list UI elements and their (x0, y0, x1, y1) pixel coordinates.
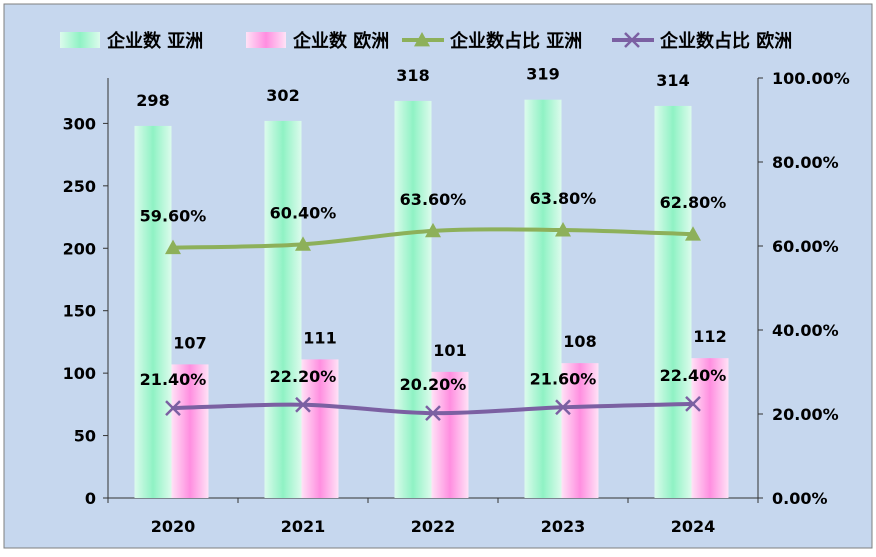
x-tick-label: 2024 (671, 517, 716, 536)
line-marker (685, 226, 701, 241)
bar-label: 101 (433, 341, 466, 360)
legend-swatch (60, 32, 100, 48)
bar-label: 314 (656, 71, 689, 90)
bar-label: 302 (266, 86, 299, 105)
bar (264, 120, 302, 499)
y-left-tick-label: 50 (74, 427, 96, 446)
x-tick-label: 2023 (541, 517, 586, 536)
line-marker (555, 222, 571, 237)
line-label: 20.20% (400, 375, 467, 394)
bar-label: 298 (136, 91, 169, 110)
bar (561, 363, 599, 498)
legend-label: 企业数占比 亚洲 (449, 30, 582, 52)
line-label: 22.20% (270, 367, 337, 386)
line-label: 22.40% (660, 366, 727, 385)
lines (165, 222, 701, 422)
y-right-tick-label: 0.00% (772, 489, 828, 508)
y-right-tick-label: 20.00% (772, 405, 839, 424)
line-marker (295, 236, 311, 251)
y-right-tick-label: 100.00% (772, 69, 850, 88)
line-label: 62.80% (660, 193, 727, 212)
y-right-tick-label: 60.00% (772, 237, 839, 256)
legend: 企业数 亚洲 企业数 欧洲 企业数占比 亚洲 企业数占比 欧洲 (60, 30, 792, 52)
bar-label: 318 (396, 66, 429, 85)
bar (524, 99, 562, 499)
line-label: 60.40% (270, 203, 337, 222)
data-labels: 298 302 318 319 314 107 111 101 108 112 59.60% 60.4… (136, 65, 726, 394)
line-label: 21.40% (140, 370, 207, 389)
legend-label: 企业数占比 欧洲 (659, 30, 792, 52)
x-tick-label: 2022 (411, 517, 456, 536)
x-tick-label: 2020 (151, 517, 196, 536)
line-label: 63.80% (530, 189, 597, 208)
line-label: 21.60% (530, 369, 597, 388)
line-marker (295, 396, 311, 413)
y-left-tick-label: 0 (85, 489, 96, 508)
bar (171, 364, 209, 498)
y-left-tick-label: 200 (63, 239, 96, 258)
line-label: 59.60% (140, 207, 207, 226)
bar (654, 105, 692, 499)
line-marker (425, 405, 441, 422)
y-left-tick-label: 150 (63, 302, 96, 321)
y-right-tick-label: 40.00% (772, 321, 839, 340)
y-left-tick-label: 300 (63, 114, 96, 133)
legend-label: 企业数 欧洲 (292, 30, 389, 52)
legend-marker (624, 32, 640, 48)
legend-label: 企业数 亚洲 (106, 30, 203, 52)
bar-label: 108 (563, 332, 596, 351)
bar (431, 371, 469, 498)
line-marker (165, 400, 181, 417)
legend-marker (414, 32, 430, 47)
x-tick-label: 2021 (281, 517, 326, 536)
line-marker (685, 396, 701, 412)
line-marker (555, 399, 571, 416)
legend-swatch (246, 32, 286, 48)
bar (301, 359, 339, 498)
line-marker (425, 222, 441, 238)
bar (394, 100, 432, 498)
bar-label: 107 (173, 333, 206, 352)
line-label: 63.60% (400, 190, 467, 209)
y-left-tick-label: 250 (63, 177, 96, 196)
bar-label: 111 (303, 328, 336, 347)
line-marker (165, 239, 181, 255)
bars (134, 99, 729, 499)
y-left-tick-label: 100 (63, 364, 96, 383)
bar (691, 358, 729, 498)
bar-label: 112 (693, 327, 726, 346)
bar (134, 125, 172, 498)
y-right-tick-label: 80.00% (772, 153, 839, 172)
bar-label: 319 (526, 65, 559, 84)
